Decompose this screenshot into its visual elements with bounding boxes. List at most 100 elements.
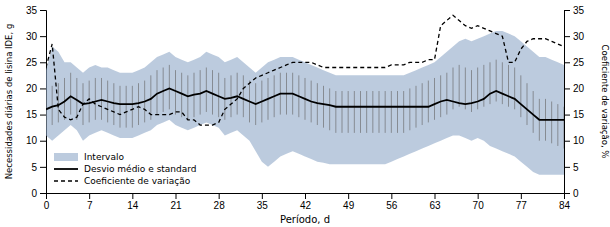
x-axis-title: Período, d bbox=[280, 214, 330, 225]
y-axis-tick: 15 bbox=[26, 109, 46, 120]
y-axis-tick-label: 10 bbox=[26, 135, 38, 146]
error-bar bbox=[323, 86, 324, 128]
x-axis-tick: 35 bbox=[257, 193, 269, 211]
x-axis-tick-label: 42 bbox=[300, 200, 312, 211]
y-axis-tick-mark bbox=[40, 141, 46, 142]
x-axis-tick: 77 bbox=[516, 193, 528, 211]
x-axis: 071421283542495663707784 bbox=[44, 193, 571, 211]
error-bar bbox=[200, 70, 201, 114]
error-bar bbox=[551, 102, 552, 144]
x-axis-tick-label: 63 bbox=[429, 200, 441, 211]
error-bar bbox=[157, 70, 158, 114]
y2-axis-tick-mark bbox=[564, 115, 570, 116]
y-axis-tick: 10 bbox=[26, 135, 46, 146]
x-axis-tick-mark bbox=[132, 193, 133, 199]
error-bar bbox=[557, 104, 558, 146]
error-bar bbox=[64, 78, 65, 120]
error-bar bbox=[453, 68, 454, 110]
y2-axis-tick-label: 30 bbox=[573, 31, 585, 42]
y2-axis-title: Coeficiente de variação, % bbox=[600, 45, 610, 159]
error-bar bbox=[70, 73, 71, 115]
x-axis-tick-mark bbox=[478, 193, 479, 199]
x-axis-tick: 14 bbox=[127, 193, 139, 211]
y-axis-tick: 30 bbox=[26, 31, 46, 42]
y2-axis-tick: 5 bbox=[564, 162, 579, 173]
y-axis-line bbox=[40, 11, 47, 194]
y-axis-tick-label: 5 bbox=[31, 162, 37, 173]
error-bar bbox=[212, 70, 213, 114]
error-bar bbox=[101, 78, 102, 120]
cv-line bbox=[46, 15, 564, 125]
x-axis-tick-label: 70 bbox=[473, 200, 485, 211]
error-bar bbox=[465, 68, 466, 110]
chart: 0714212835424956637077840510152025303505… bbox=[0, 0, 610, 227]
x-axis-tick-mark bbox=[262, 193, 263, 199]
error-bar bbox=[169, 65, 170, 109]
error-bar bbox=[483, 65, 484, 107]
error-bar bbox=[490, 62, 491, 104]
y2-axis-tick-label: 15 bbox=[573, 109, 585, 120]
y-axis-tick: 25 bbox=[26, 57, 46, 68]
y2-axis-tick-mark bbox=[564, 141, 570, 142]
y-axis-tick-mark bbox=[40, 193, 46, 194]
x-axis-tick: 21 bbox=[170, 193, 182, 211]
y-axis-tick-mark bbox=[40, 36, 46, 37]
y2-axis-line bbox=[565, 11, 571, 194]
y2-axis-tick: 15 bbox=[564, 109, 585, 120]
x-axis-tick-mark bbox=[305, 193, 306, 199]
y-axis-tick: 35 bbox=[26, 5, 46, 16]
error-bar bbox=[218, 73, 219, 117]
error-bar bbox=[403, 91, 404, 133]
error-bar bbox=[231, 75, 232, 117]
error-bar bbox=[335, 91, 336, 133]
error-bar bbox=[120, 86, 121, 128]
y2-axis-tick: 0 bbox=[564, 188, 579, 199]
error-bar bbox=[348, 91, 349, 133]
error-bar bbox=[440, 75, 441, 117]
error-bar bbox=[58, 83, 59, 122]
legend-item: Desvio médio e standard bbox=[54, 164, 197, 174]
legend-label: Desvio médio e standard bbox=[84, 164, 197, 174]
legend-swatch bbox=[54, 153, 78, 161]
x-axis-tick: 28 bbox=[214, 193, 226, 211]
error-bar bbox=[379, 91, 380, 133]
legend-item: Coeficiente de variação bbox=[54, 176, 191, 186]
error-bar bbox=[446, 73, 447, 115]
x-axis-tick: 70 bbox=[473, 193, 485, 211]
error-bar bbox=[132, 86, 133, 128]
x-axis-tick-mark bbox=[391, 193, 392, 199]
y-axis-title: Necessidades diárias de lisina IDE, g bbox=[4, 24, 14, 180]
y2-axis-tick-label: 5 bbox=[573, 162, 579, 173]
x-axis-tick: 63 bbox=[429, 193, 441, 211]
error-bar bbox=[527, 83, 528, 125]
y-axis-tick-mark bbox=[40, 10, 46, 11]
error-bar bbox=[113, 83, 114, 125]
y-axis-tick-label: 30 bbox=[26, 31, 38, 42]
y2-axis-tick-mark bbox=[564, 193, 570, 194]
x-axis-tick-label: 77 bbox=[516, 200, 528, 211]
y-axis-tick-mark bbox=[40, 62, 46, 63]
y-axis-tick: 0 bbox=[31, 188, 46, 199]
y2-axis-tick-label: 20 bbox=[573, 83, 585, 94]
error-bar bbox=[52, 86, 53, 125]
error-bar bbox=[163, 68, 164, 112]
x-axis-tick-label: 21 bbox=[170, 200, 182, 211]
y2-axis-tick-mark bbox=[564, 167, 570, 168]
error-bar bbox=[564, 107, 565, 149]
x-axis-tick-mark bbox=[219, 193, 220, 199]
y2-axis-tick-mark bbox=[564, 62, 570, 63]
y2-axis-tick-mark bbox=[564, 88, 570, 89]
x-axis-tick-mark bbox=[435, 193, 436, 199]
y2-axis-tick-label: 10 bbox=[573, 135, 585, 146]
legend-swatch bbox=[54, 168, 78, 170]
error-bar bbox=[175, 70, 176, 114]
y2-axis-tick-label: 0 bbox=[573, 188, 579, 199]
error-bar bbox=[342, 91, 343, 133]
x-axis-tick: 56 bbox=[386, 193, 398, 211]
y-axis-tick-label: 0 bbox=[31, 188, 37, 199]
x-axis-tick-label: 84 bbox=[559, 200, 571, 211]
x-axis-tick-label: 7 bbox=[87, 200, 93, 211]
y2-axis-tick: 25 bbox=[564, 57, 585, 68]
error-bar bbox=[533, 91, 534, 133]
error-bar bbox=[317, 83, 318, 125]
